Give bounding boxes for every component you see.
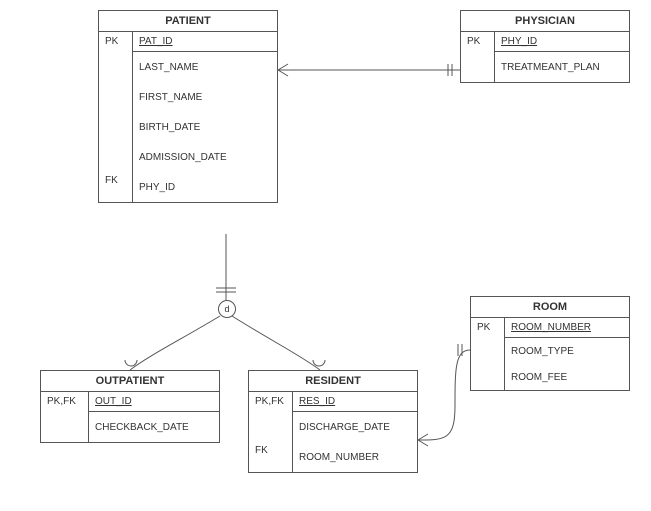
attr-cell: ROOM_FEE <box>505 364 629 390</box>
key-cell: PK <box>461 32 494 51</box>
key-cell <box>99 51 132 81</box>
key-cell: FK <box>99 171 132 201</box>
key-cell <box>99 111 132 141</box>
attr-cell: PHY_ID <box>133 172 277 202</box>
entity-title: PATIENT <box>99 11 277 32</box>
key-cell: FK <box>249 441 292 471</box>
entity-title: RESIDENT <box>249 371 417 392</box>
key-cell <box>99 81 132 111</box>
attr-cell: RES_ID <box>293 392 417 412</box>
attr-cell: ROOM_NUMBER <box>505 318 629 338</box>
key-cell: PK,FK <box>249 392 292 411</box>
entity-patient: PATIENT PK FK PAT_ID LAST_NAME FIRST_NAM… <box>98 10 278 203</box>
attr-cell: ROOM_NUMBER <box>293 442 417 472</box>
key-cell <box>461 51 494 81</box>
key-cell: PK,FK <box>41 392 88 411</box>
attr-cell: PAT_ID <box>133 32 277 52</box>
attr-cell: LAST_NAME <box>133 52 277 82</box>
key-cell <box>471 363 504 389</box>
attr-cell: OUT_ID <box>89 392 219 412</box>
key-cell <box>471 337 504 363</box>
attr-cell: TREATMEANT_PLAN <box>495 52 629 82</box>
attr-cell: ROOM_TYPE <box>505 338 629 364</box>
entity-title: PHYSICIAN <box>461 11 629 32</box>
key-cell <box>249 411 292 441</box>
attr-cell: DISCHARGE_DATE <box>293 412 417 442</box>
attr-cell: FIRST_NAME <box>133 82 277 112</box>
key-cell: PK <box>471 318 504 337</box>
er-diagram-canvas: d PATIENT PK FK PAT_ID LAST_NAME FIRST_N… <box>0 0 651 511</box>
entity-resident: RESIDENT PK,FK FK RES_ID DISCHARGE_DATE … <box>248 370 418 473</box>
attr-cell: BIRTH_DATE <box>133 112 277 142</box>
attr-cell: CHECKBACK_DATE <box>89 412 219 442</box>
entity-physician: PHYSICIAN PK PHY_ID TREATMEANT_PLAN <box>460 10 630 83</box>
key-cell <box>41 411 88 441</box>
entity-outpatient: OUTPATIENT PK,FK OUT_ID CHECKBACK_DATE <box>40 370 220 443</box>
entity-title: OUTPATIENT <box>41 371 219 392</box>
isa-disjoint-symbol: d <box>218 300 236 318</box>
entity-room: ROOM PK ROOM_NUMBER ROOM_TYPE ROOM_FEE <box>470 296 630 391</box>
key-cell <box>99 141 132 171</box>
isa-label: d <box>224 304 229 314</box>
entity-title: ROOM <box>471 297 629 318</box>
attr-cell: ADMISSION_DATE <box>133 142 277 172</box>
key-cell: PK <box>99 32 132 51</box>
attr-cell: PHY_ID <box>495 32 629 52</box>
